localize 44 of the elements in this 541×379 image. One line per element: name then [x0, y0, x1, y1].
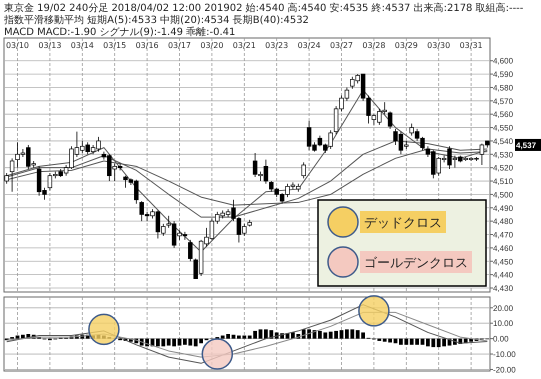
y-tick-label: 4,580 — [493, 83, 514, 92]
x-tick-label: 03/30 — [427, 41, 450, 50]
y-tick-label: 4,570 — [493, 96, 514, 106]
x-tick-label: 03/28 — [362, 41, 386, 50]
x-tick-label: 03/13 — [38, 41, 62, 50]
x-tick-label: 03/29 — [394, 41, 418, 50]
y-tick-label: 4,540 — [493, 136, 514, 146]
x-tick-label: 03/24 — [298, 41, 321, 50]
y-tick-label: 4,530 — [493, 150, 514, 160]
y-tick-label: 4,460 — [493, 244, 514, 253]
y-tick-label: 4,550 — [493, 124, 514, 133]
y-tick-label: 4,520 — [493, 164, 514, 173]
x-tick-label: 03/16 — [136, 41, 159, 50]
y-tick-label: 4,590 — [493, 70, 514, 80]
x-tick-label: 03/31 — [460, 41, 483, 50]
y-tick-label: 4,480 — [493, 217, 514, 226]
y-tick-label: 4,560 — [493, 110, 514, 120]
x-tick-label: 03/23 — [265, 41, 288, 50]
x-tick-label: 03/27 — [330, 41, 354, 50]
x-tick-label: 03/20 — [200, 41, 224, 50]
y-tick-label: 0.00 — [493, 334, 510, 344]
x-tick-label: 03/17 — [168, 41, 192, 50]
y-tick-label: 4,600 — [493, 56, 514, 66]
y-tick-label: 4,440 — [493, 270, 514, 280]
chart-subtitle: 指数平滑移動平均 短期A(5):4533 中期(20):4534 長期B(40):4532 — [3, 14, 309, 26]
y-tick-label: 4,430 — [493, 284, 514, 293]
legend-label: ゴールデンクロス — [364, 256, 468, 271]
y-tick-label: 4,510 — [493, 177, 514, 186]
legend-label: デッドクロス — [364, 216, 442, 231]
x-tick-label: 03/10 — [6, 41, 30, 50]
y-tick-label: -20.00 — [493, 365, 516, 374]
chart-title: 東京金 19/02 240分足 2018/04/02 12:00 201902 始:4540 高:4540 安:4535 終:4537 出来高:2178 取組高:---- — [4, 2, 524, 14]
y-tick-label: 4,450 — [493, 257, 514, 266]
y-tick-label: -10.00 — [493, 350, 516, 360]
x-tick-label: 03/14 — [70, 41, 94, 50]
y-tick-label: 4,470 — [493, 230, 514, 240]
y-tick-label: 20.00 — [493, 304, 514, 313]
y-tick-label: 10.00 — [493, 319, 514, 328]
x-tick-label: 03/15 — [103, 41, 126, 50]
y-tick-label: 4,490 — [493, 204, 514, 213]
annotation: MACD MACD:-1.90 シグナル(9):-1.49 乖離:-0.41 — [4, 26, 236, 38]
y-tick-label: 4,500 — [493, 190, 514, 200]
text: 4,537 — [516, 140, 537, 150]
x-tick-label: 03/21 — [232, 41, 256, 50]
